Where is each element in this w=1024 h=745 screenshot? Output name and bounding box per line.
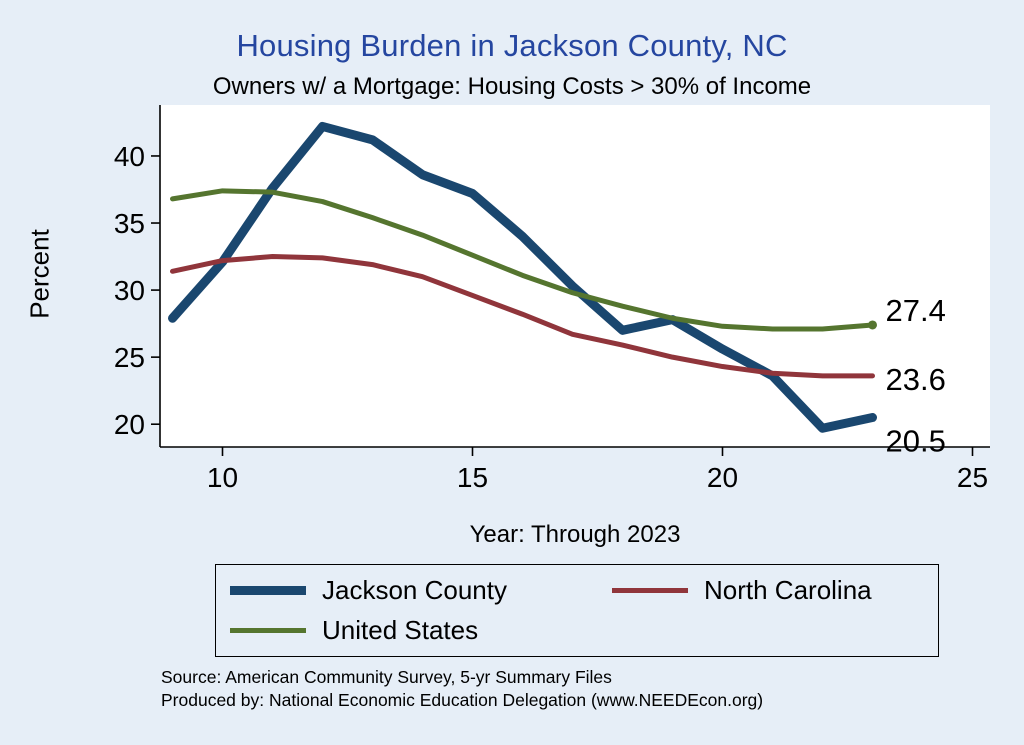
plot-area — [160, 105, 990, 447]
legend-label-north-carolina: North Carolina — [704, 574, 872, 605]
source-note: Source: American Community Survey, 5-yr … — [161, 667, 612, 687]
y-tick-label: 25 — [114, 342, 145, 373]
x-tick-label: 25 — [957, 462, 988, 493]
produced-by-note: Produced by: National Economic Education… — [161, 690, 764, 710]
plot-canvas: 20 25 30 35 40 10 15 20 25 20.5 23.6 27.4 — [114, 105, 990, 493]
series-end-label-jackson-county: 20.5 — [886, 423, 946, 458]
source-notes: Source: American Community Survey, 5-yr … — [161, 666, 763, 712]
y-tick-label: 30 — [114, 275, 145, 306]
legend-item-north-carolina: North Carolina — [612, 575, 938, 606]
legend-label-united-states: United States — [322, 615, 479, 646]
series-line-north-carolina — [170, 254, 875, 379]
x-tick-label: 10 — [207, 462, 238, 493]
legend-item-united-states: United States — [230, 615, 612, 646]
y-tick-label: 40 — [114, 141, 145, 172]
series-line-united-states — [170, 188, 875, 332]
chart-title: Housing Burden in Jackson County, NC — [236, 28, 788, 63]
legend-swatch-united-states — [230, 628, 306, 634]
legend-item-jackson-county: Jackson County — [230, 575, 612, 606]
legend: Jackson County North Carolina United Sta… — [215, 564, 939, 657]
y-tick-label: 20 — [114, 409, 145, 440]
series-end-marker-united-states — [868, 320, 877, 330]
legend-label-jackson-county: Jackson County — [322, 574, 507, 605]
series-end-label-united-states: 27.4 — [886, 293, 946, 328]
legend-swatch-jackson-county — [230, 585, 306, 595]
chart-subtitle: Owners w/ a Mortgage: Housing Costs > 30… — [212, 73, 812, 100]
x-tick-label: 20 — [707, 462, 738, 493]
series-end-label-north-carolina: 23.6 — [886, 362, 946, 397]
series-line-jackson-county — [168, 121, 877, 433]
y-tick-label: 35 — [114, 208, 145, 239]
legend-swatch-north-carolina — [612, 587, 688, 593]
x-tick-label: 15 — [457, 462, 488, 493]
x-axis-title: Year: Through 2023 — [469, 521, 681, 548]
